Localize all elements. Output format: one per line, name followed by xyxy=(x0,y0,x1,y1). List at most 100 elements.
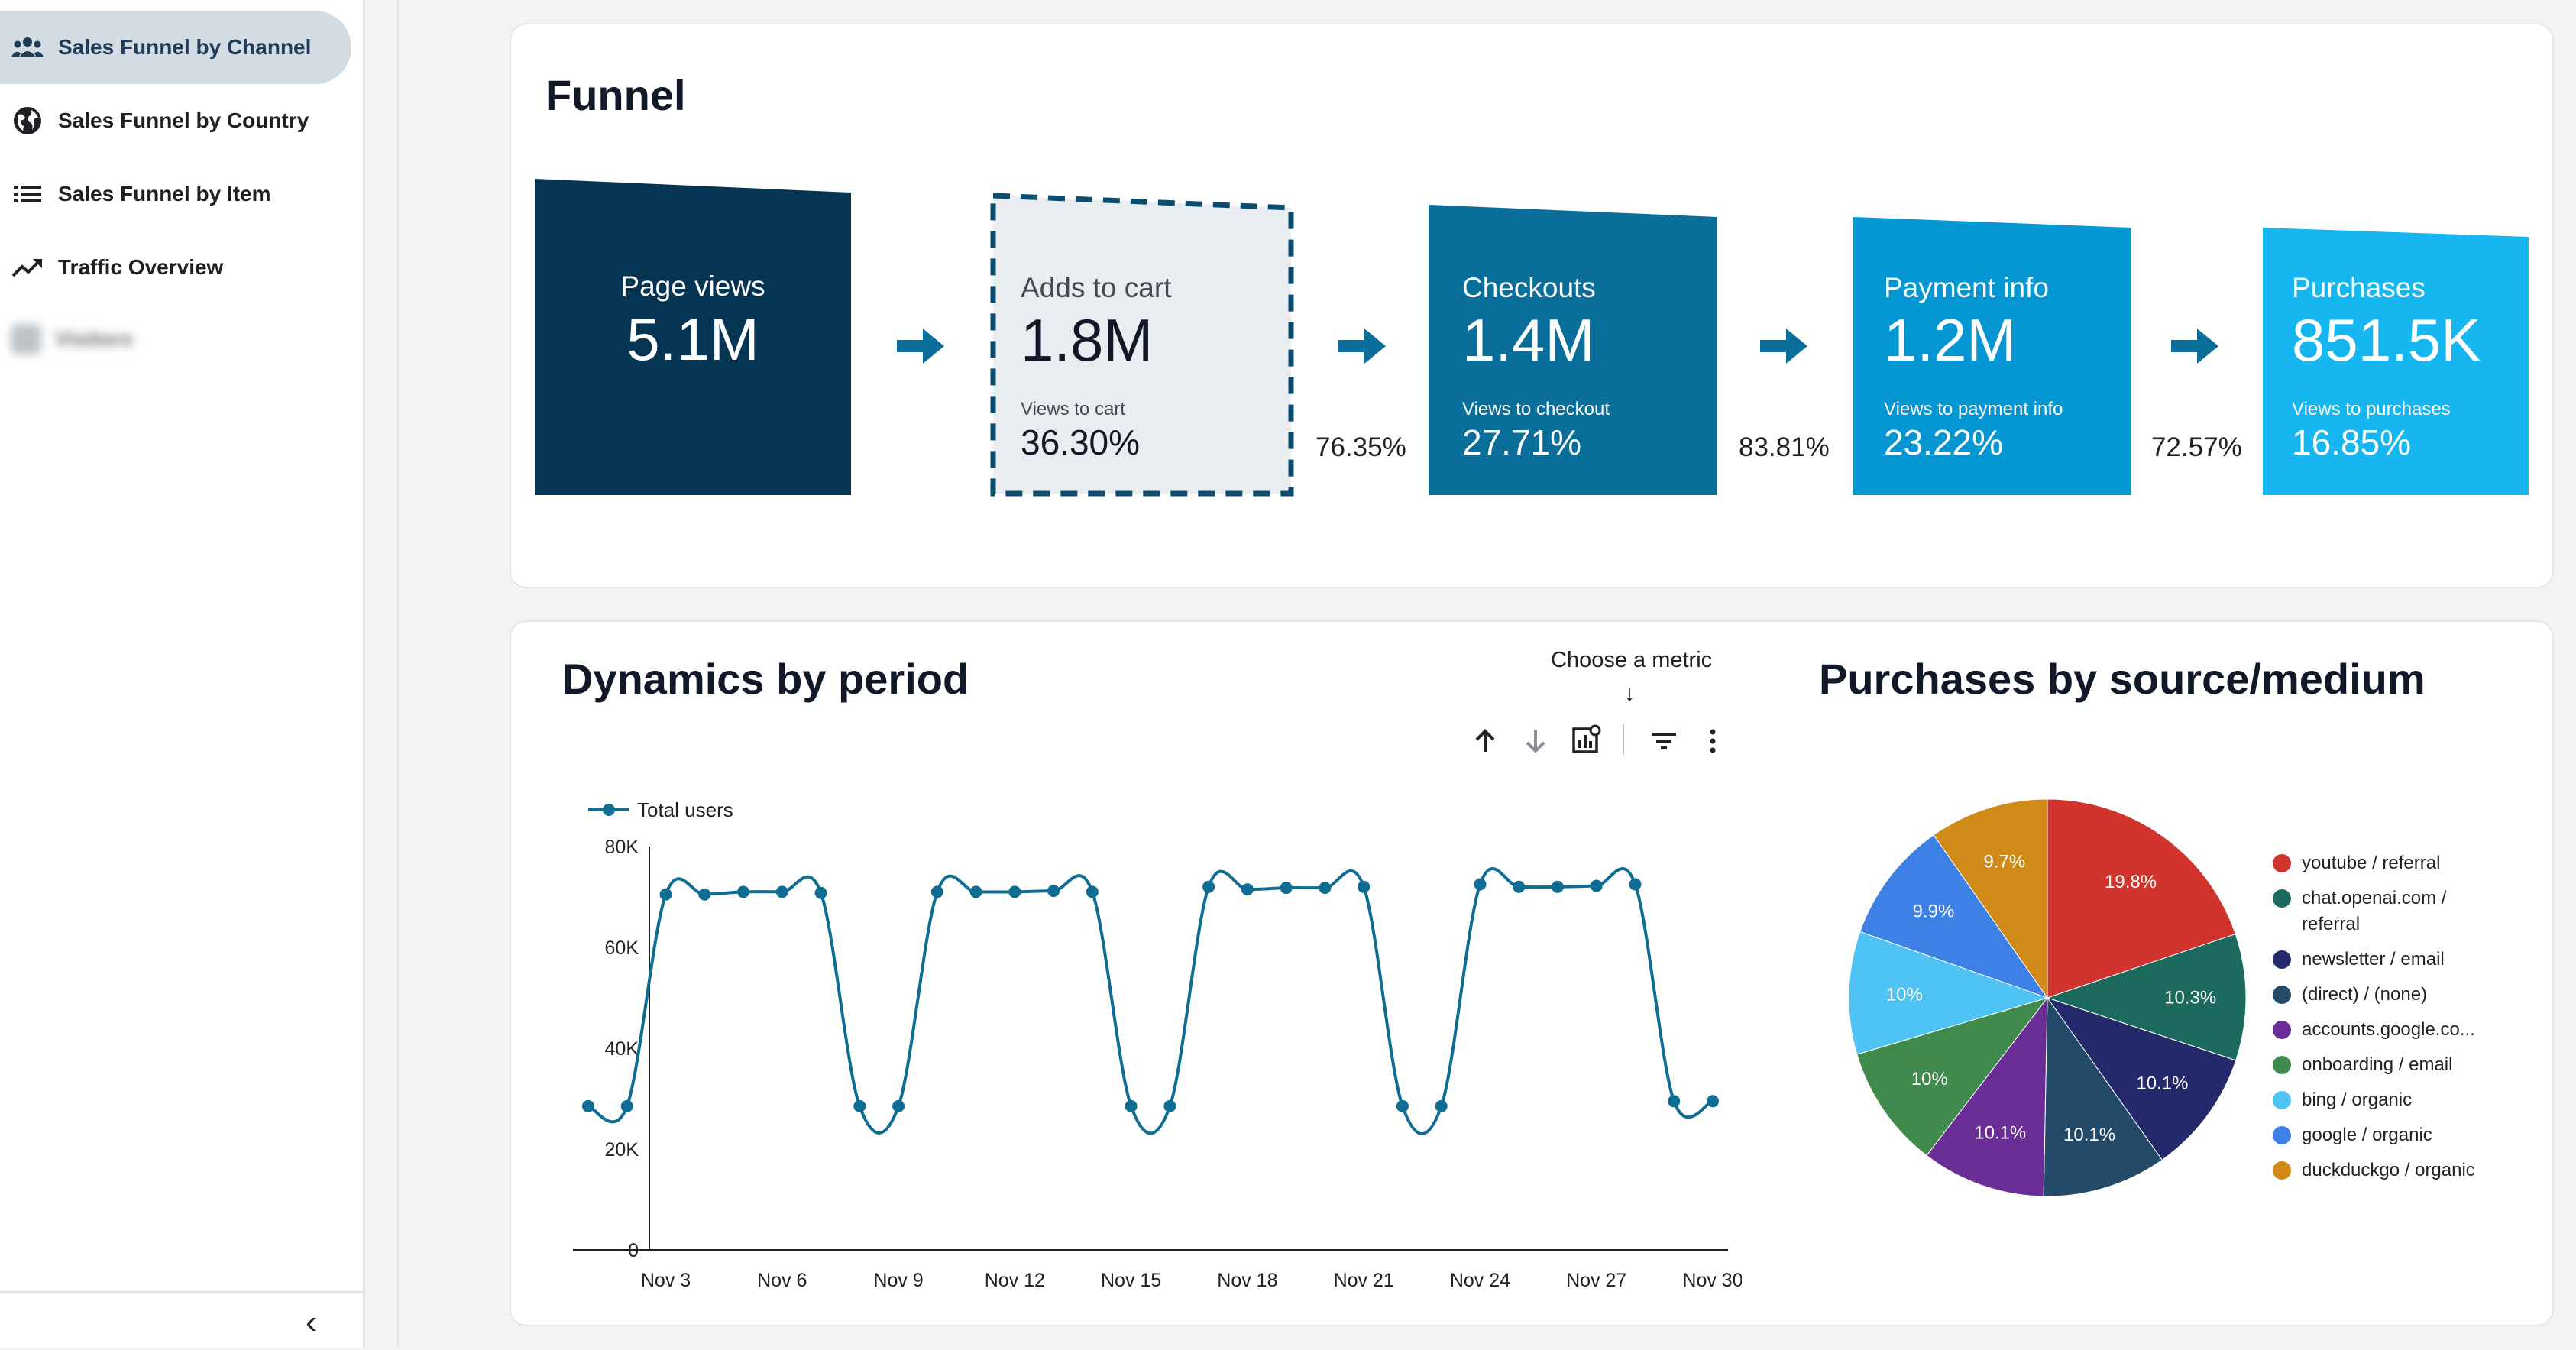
pie-slice[interactable] xyxy=(1859,834,2049,999)
data-point[interactable] xyxy=(814,886,827,899)
legend-item[interactable]: chat.openai.com / referral xyxy=(2273,885,2502,937)
globe-icon xyxy=(11,104,44,138)
y-tick-label: 80K xyxy=(605,837,639,858)
data-point[interactable] xyxy=(892,1099,905,1112)
data-point[interactable] xyxy=(659,888,672,901)
stage-label: Checkouts xyxy=(1462,272,1596,303)
legend-item[interactable]: (direct) / (none) xyxy=(2273,982,2502,1008)
data-point[interactable] xyxy=(582,1099,594,1112)
sidebar-item-sales-funnel-by-country[interactable]: Sales Funnel by Country xyxy=(0,84,309,157)
pie-slice[interactable] xyxy=(2047,798,2236,999)
stage-sub-value: 16.85% xyxy=(2292,422,2412,462)
x-tick-label: Nov 9 xyxy=(873,1270,923,1291)
x-tick-label: Nov 3 xyxy=(641,1270,691,1291)
more-vert-icon[interactable] xyxy=(1697,726,1728,756)
legend-item[interactable]: newsletter / email xyxy=(2273,947,2502,973)
filter-icon[interactable] xyxy=(1649,726,1679,756)
data-point[interactable] xyxy=(1396,1099,1409,1112)
conversion-rate: 83.81% xyxy=(1739,432,1830,462)
blurred-icon xyxy=(11,324,41,354)
data-point[interactable] xyxy=(1086,885,1099,898)
funnel-stage-checkouts[interactable]: Checkouts 1.4M Views to checkout 27.71% xyxy=(1429,205,1719,497)
x-tick-label: Nov 15 xyxy=(1101,1270,1161,1291)
data-point[interactable] xyxy=(620,1099,633,1112)
pie-slice-label: 9.7% xyxy=(1983,851,2025,872)
data-point[interactable] xyxy=(737,885,750,898)
data-point[interactable] xyxy=(1513,880,1526,893)
stage-sub-label: Views to purchases xyxy=(2292,399,2451,419)
trending-up-icon xyxy=(11,251,44,284)
stage-label: Purchases xyxy=(2292,272,2426,303)
legend-swatch xyxy=(2273,854,2291,872)
pie-legend: youtube / referral chat.openai.com / refe… xyxy=(2273,850,2502,1193)
data-point[interactable] xyxy=(1047,885,1060,898)
sidebar-divider xyxy=(397,0,399,1348)
funnel-stage-shape xyxy=(1429,205,1717,495)
funnel-stage-payment-info[interactable]: Payment info 1.2M Views to payment info … xyxy=(1853,217,2133,497)
pie-slice[interactable] xyxy=(1848,931,2049,1055)
funnel-stage-purchases[interactable]: Purchases 851.5K Views to purchases 16.8… xyxy=(2263,228,2530,497)
data-point[interactable] xyxy=(698,888,711,901)
sidebar-item-sales-funnel-by-channel[interactable]: Sales Funnel by Channel xyxy=(0,11,351,84)
stage-label: Payment info xyxy=(1884,272,2049,303)
data-point[interactable] xyxy=(1629,878,1642,891)
funnel-stage-adds-to-cart[interactable]: Adds to cart 1.8M Views to cart 36.30% xyxy=(990,193,1294,497)
funnel-arrow-icon xyxy=(1760,329,1807,364)
x-tick-label: Nov 24 xyxy=(1450,1270,1510,1291)
pie-slice[interactable] xyxy=(2046,997,2237,1161)
data-point[interactable] xyxy=(969,885,982,898)
legend-item[interactable]: duckduckgo / organic xyxy=(2273,1157,2502,1183)
data-point[interactable] xyxy=(775,885,788,898)
funnel-stage-shape xyxy=(1853,217,2131,495)
pie-slice[interactable] xyxy=(1926,996,2048,1197)
stage-label: Page views xyxy=(620,270,765,302)
legend-label: onboarding / email xyxy=(2302,1054,2453,1075)
sort-descending-icon[interactable] xyxy=(1520,726,1551,756)
legend-item[interactable]: google / organic xyxy=(2273,1122,2502,1148)
pie-slice[interactable] xyxy=(1933,798,2048,999)
stage-sub-label: Views to checkout xyxy=(1462,399,1610,419)
pie-slice[interactable] xyxy=(2046,933,2247,1061)
data-point[interactable] xyxy=(853,1099,866,1112)
data-point[interactable] xyxy=(1163,1099,1176,1112)
data-point[interactable] xyxy=(1280,882,1293,895)
data-point[interactable] xyxy=(1707,1095,1719,1108)
y-tick-label: 60K xyxy=(605,937,639,959)
sidebar-item-sales-funnel-by-item[interactable]: Sales Funnel by Item xyxy=(0,157,271,231)
pie-slice-label: 10% xyxy=(1911,1069,1948,1089)
data-point[interactable] xyxy=(1358,880,1371,893)
sort-ascending-icon[interactable] xyxy=(1470,726,1500,756)
stage-value: 1.2M xyxy=(1884,306,2017,374)
data-point[interactable] xyxy=(1319,882,1332,895)
data-point[interactable] xyxy=(1590,879,1603,892)
legend-item[interactable]: bing / organic xyxy=(2273,1087,2502,1113)
data-point[interactable] xyxy=(1474,878,1487,891)
pie-slice[interactable] xyxy=(1856,997,2049,1157)
data-point[interactable] xyxy=(1668,1095,1681,1108)
funnel-stage-page-views[interactable]: Page views 5.1M xyxy=(535,179,853,497)
stage-sub-value: 23.22% xyxy=(1884,422,2004,462)
data-point[interactable] xyxy=(1551,880,1564,893)
data-point[interactable] xyxy=(1241,883,1254,896)
legend-item[interactable]: youtube / referral xyxy=(2273,850,2502,876)
legend-marker xyxy=(603,804,615,816)
data-point[interactable] xyxy=(930,885,943,898)
x-tick-label: Nov 30 xyxy=(1682,1270,1742,1291)
chevron-left-icon[interactable]: ‹ xyxy=(306,1303,317,1341)
legend-item[interactable]: onboarding / email xyxy=(2273,1052,2502,1078)
legend-item[interactable]: accounts.google.co... xyxy=(2273,1017,2502,1043)
funnel-arrow-icon xyxy=(1338,329,1386,364)
choose-metric-label: Choose a metric xyxy=(1551,648,1713,672)
data-point[interactable] xyxy=(1008,885,1021,898)
sidebar-item-traffic-overview[interactable]: Traffic Overview xyxy=(0,231,223,304)
sidebar-item-blurred[interactable]: Visitors xyxy=(11,324,133,354)
sidebar-item-label: Sales Funnel by Country xyxy=(58,108,309,132)
data-point[interactable] xyxy=(1125,1099,1138,1112)
data-point[interactable] xyxy=(1202,880,1215,893)
series-points xyxy=(582,878,1719,1112)
pie-slice[interactable] xyxy=(2043,996,2163,1197)
legend-swatch xyxy=(2273,889,2291,908)
chart-settings-icon[interactable] xyxy=(1571,724,1601,755)
data-point[interactable] xyxy=(1435,1099,1448,1112)
legend-label: duckduckgo / organic xyxy=(2302,1160,2475,1180)
